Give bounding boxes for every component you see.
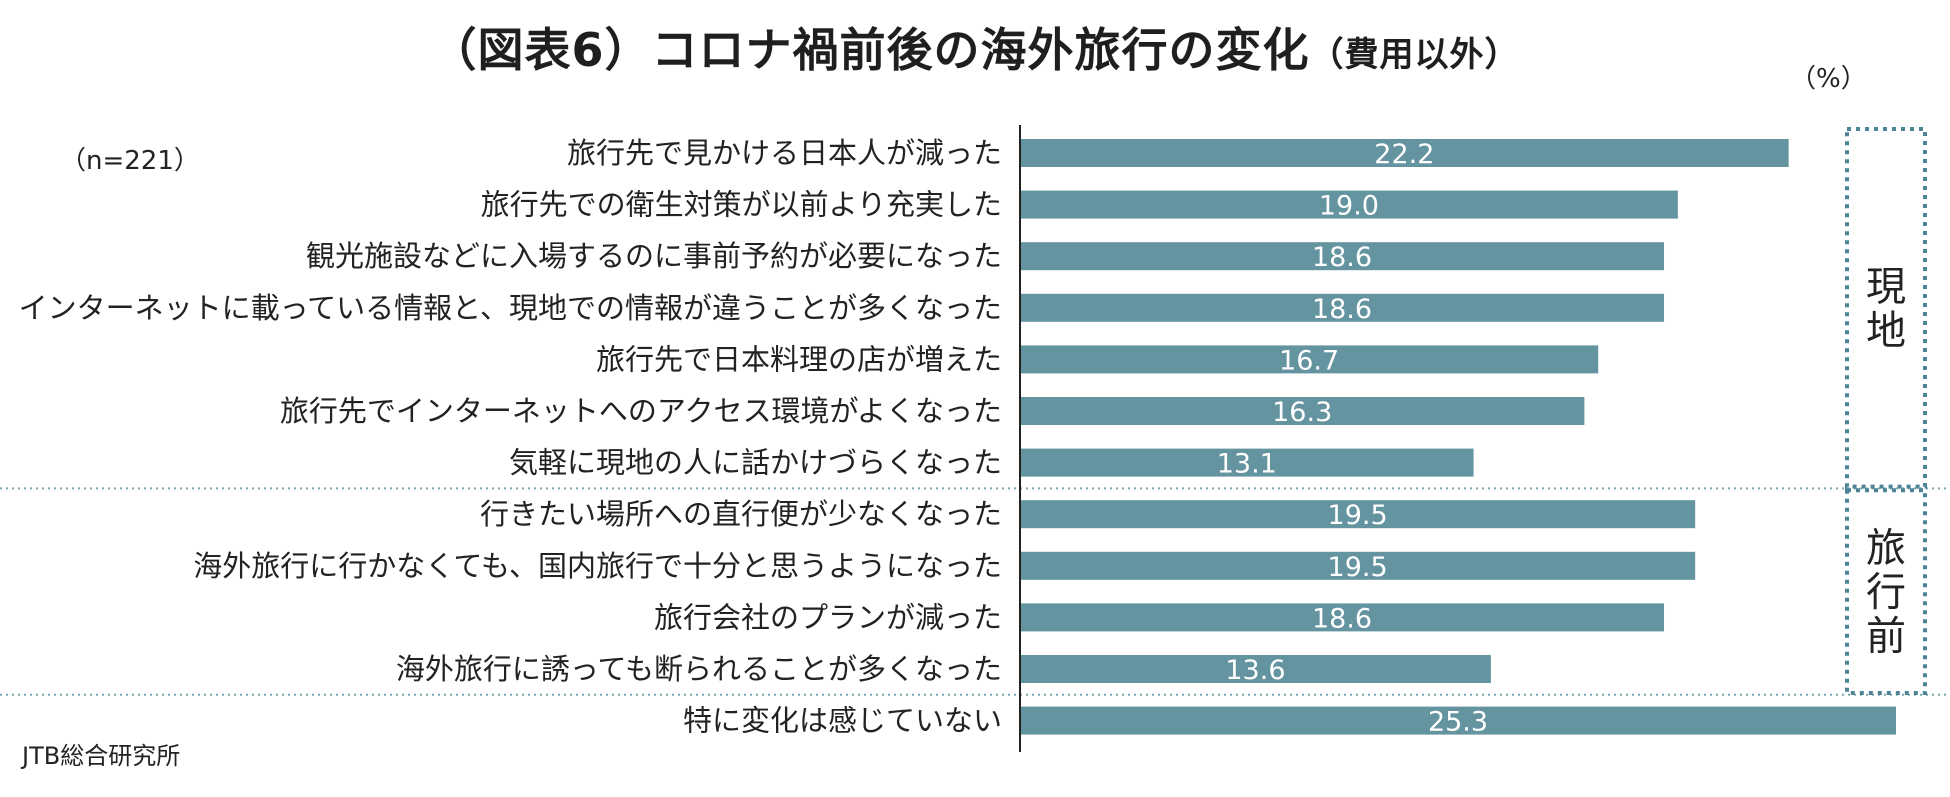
value-label-8: 19.5 — [1328, 500, 1388, 531]
category-label-4: インターネットに載っている情報と、現地での情報が違うことが多くなった — [19, 291, 1002, 325]
bar-12 — [1020, 706, 1896, 735]
sample-size-label: （n=221） — [60, 146, 200, 176]
bar-9 — [1020, 551, 1696, 580]
bar-4 — [1020, 293, 1665, 322]
category-label-8: 行きたい場所への直行便が少なくなった — [480, 497, 1002, 531]
title-main: （図表6）コロナ禍前後の海外旅行の変化 — [430, 23, 1310, 77]
bar-1 — [1020, 139, 1789, 167]
group-box-2 — [1845, 488, 1927, 696]
value-label-11: 13.6 — [1225, 655, 1285, 686]
value-label-4: 18.6 — [1312, 294, 1372, 325]
category-label-10: 旅行会社のプランが減った — [654, 600, 1002, 634]
value-label-3: 18.6 — [1312, 242, 1372, 273]
category-label-9: 海外旅行に行かなくても、国内旅行で十分と思うようになった — [193, 549, 1002, 583]
category-label-6: 旅行先でインターネットへのアクセス環境がよくなった — [280, 394, 1002, 428]
category-label-5: 旅行先で日本料理の店が増えた — [596, 342, 1002, 376]
bar-3 — [1020, 242, 1665, 271]
value-label-10: 18.6 — [1312, 603, 1372, 634]
value-label-9: 19.5 — [1328, 552, 1388, 583]
bar-11 — [1020, 655, 1491, 683]
bar-7 — [1020, 448, 1474, 477]
title-suffix: （費用以外） — [1309, 35, 1520, 75]
source-label: JTB総合研究所 — [22, 742, 181, 770]
bar-5 — [1020, 345, 1599, 374]
value-label-1: 22.2 — [1374, 139, 1434, 170]
bar-2 — [1020, 190, 1678, 219]
group-label-2-char-1: 旅 — [1866, 526, 1906, 572]
bar-6 — [1020, 397, 1585, 425]
value-label-6: 16.3 — [1272, 397, 1332, 428]
group-label-2-char-2: 行 — [1866, 570, 1906, 616]
category-label-2: 旅行先での衛生対策が以前より充実した — [481, 188, 1002, 222]
unit-label: （%） — [1790, 64, 1867, 94]
bar-10 — [1020, 603, 1665, 632]
value-label-2: 19.0 — [1319, 191, 1379, 222]
category-label-7: 気軽に現地の人に話かけづらくなった — [509, 446, 1002, 480]
value-label-5: 16.7 — [1279, 345, 1339, 376]
value-label-7: 13.1 — [1217, 449, 1277, 480]
group-box-1 — [1845, 127, 1927, 489]
value-label-12: 25.3 — [1428, 707, 1488, 738]
category-label-1: 旅行先で見かける日本人が減った — [567, 136, 1002, 170]
category-label-11: 海外旅行に誘っても断られることが多くなった — [396, 652, 1002, 686]
chart-title: （図表6）コロナ禍前後の海外旅行の変化（費用以外） — [0, 14, 1950, 80]
category-label-3: 観光施設などに入場するのに事前予約が必要になった — [306, 239, 1002, 273]
bar-8 — [1020, 500, 1696, 529]
category-label-12: 特に変化は感じていない — [683, 704, 1002, 738]
group-label-1-char-1: 現 — [1866, 264, 1906, 310]
group-label-2-char-3: 前 — [1866, 614, 1906, 660]
group-label-1-char-2: 地 — [1866, 308, 1906, 354]
